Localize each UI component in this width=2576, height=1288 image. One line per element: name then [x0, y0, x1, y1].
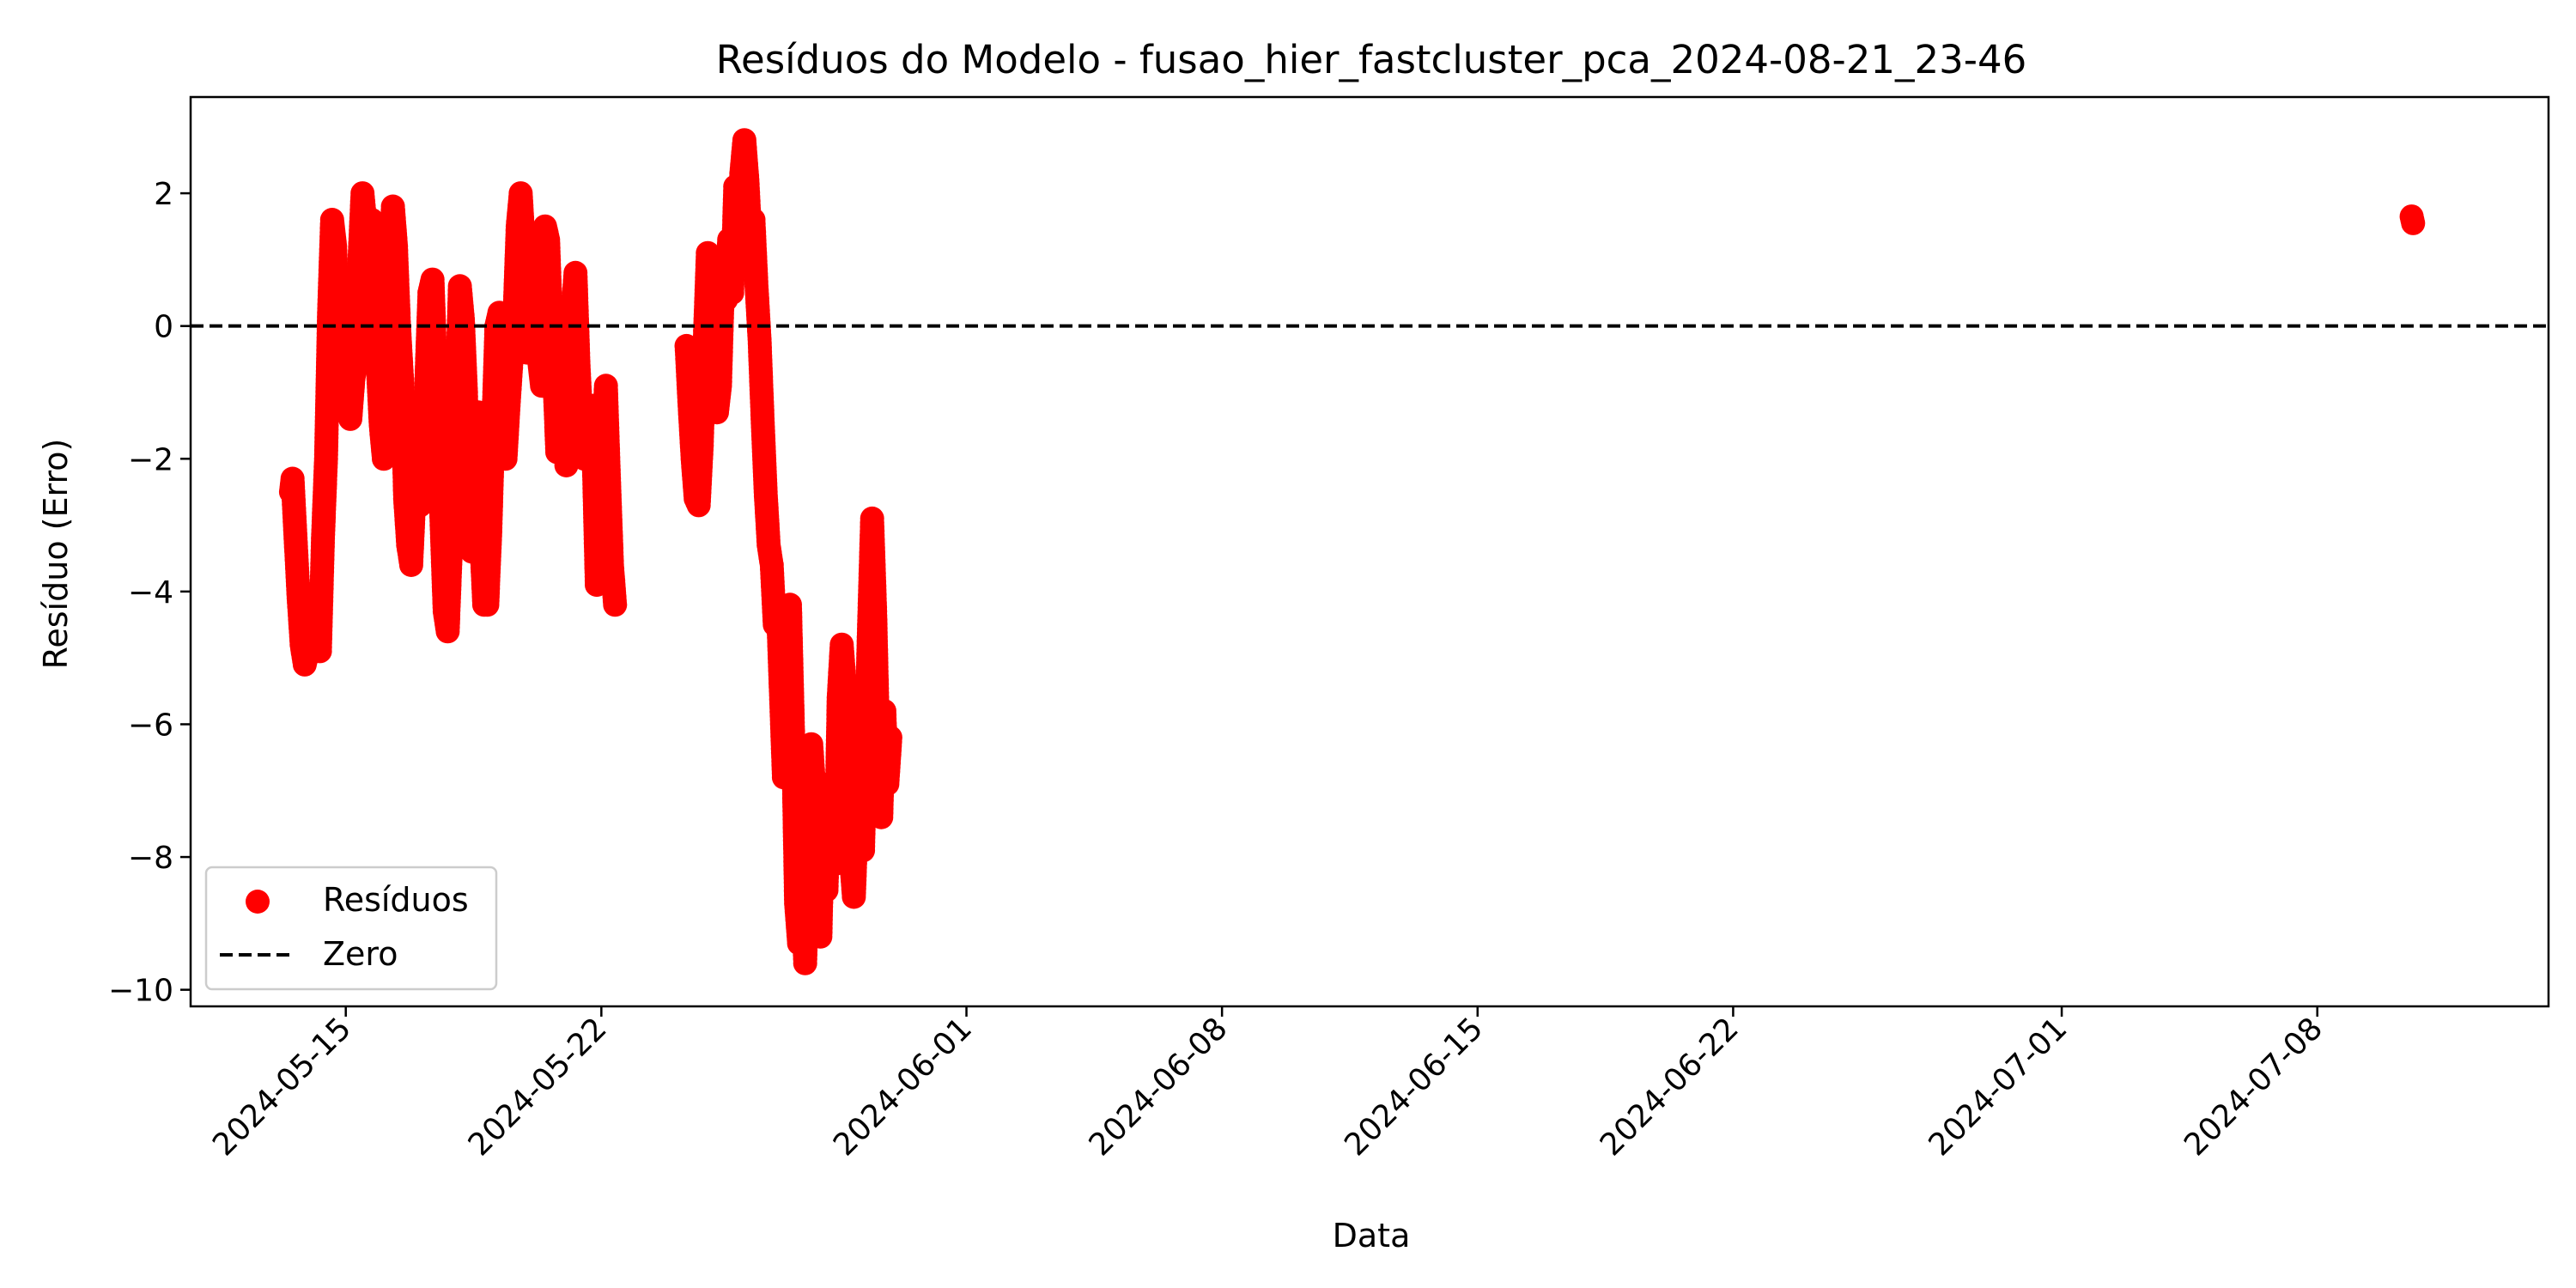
plot-frame [189, 95, 2550, 1008]
y-axis-ticks: 2 0 −2 −4 −6 −8 −10 [108, 177, 191, 1009]
y-tick-label: 0 [154, 310, 173, 345]
legend-label-residuals: Resíduos [323, 881, 469, 919]
legend-marker-residuals [246, 890, 270, 914]
residual-points [278, 128, 2426, 975]
y-axis-label: Resíduo (Erro) [37, 439, 75, 670]
residual-point [878, 725, 902, 750]
legend-box [204, 866, 498, 991]
legend-label-zero: Zero [323, 935, 398, 973]
y-tick-label: −10 [108, 974, 173, 1009]
y-tick-label: −4 [128, 575, 173, 611]
plot-axes [189, 95, 2550, 1008]
y-tick-label: −8 [128, 841, 173, 876]
residual-point [2401, 210, 2426, 235]
y-tick-label: −6 [128, 708, 173, 743]
residual-point [603, 592, 628, 617]
y-tick-label: −2 [128, 442, 173, 477]
legend: Resíduos Zero [204, 866, 498, 991]
x-axis-label: Data [1333, 1217, 1411, 1255]
y-tick-label: 2 [154, 177, 173, 212]
chart-title: Resíduos do Modelo - fusao_hier_fastclus… [716, 37, 2026, 82]
